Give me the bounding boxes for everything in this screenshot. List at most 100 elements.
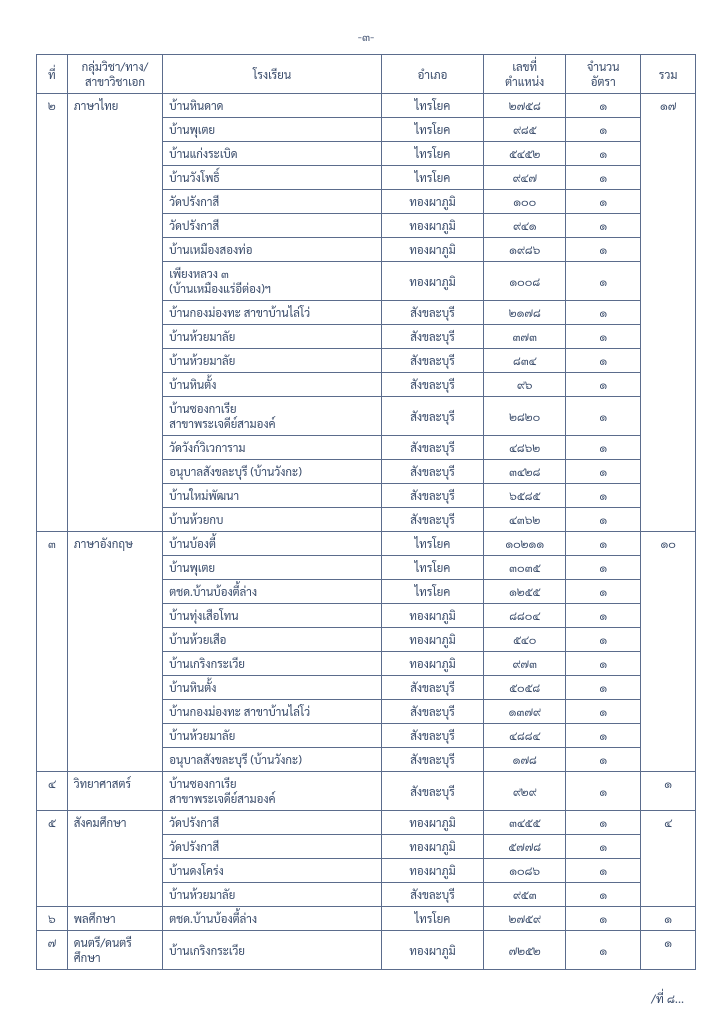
cell-district: ทองผาภูมิ xyxy=(381,238,483,262)
data-table: ที่ กลุ่มวิชา/ทาง/ สาขาวิชาเอก โรงเรียน … xyxy=(36,54,696,970)
cell-position-no: ๘๘๐๔ xyxy=(484,604,566,628)
cell-position-no: ๔๓๖๒ xyxy=(484,508,566,532)
cell-index: ๕ xyxy=(37,811,68,907)
page-number: -๓- xyxy=(36,28,696,44)
cell-district: ไทรโยค xyxy=(381,907,483,931)
cell-district: สังขละบุรี xyxy=(381,436,483,460)
cell-district: ไทรโยค xyxy=(381,532,483,556)
cell-position-no: ๔๘๖๒ xyxy=(484,436,566,460)
cell-position-no: ๔๘๘๔ xyxy=(484,724,566,748)
cell-district: สังขละบุรี xyxy=(381,484,483,508)
cell-school: บ้านกองม่องทะ สาขาบ้านไล่โว่ xyxy=(163,301,382,325)
cell-qty: ๑ xyxy=(566,484,641,508)
cell-qty: ๑ xyxy=(566,436,641,460)
cell-subject: ภาษาไทย xyxy=(67,94,163,532)
cell-position-no: ๖๕๘๕ xyxy=(484,484,566,508)
cell-position-no: ๑๒๕๕ xyxy=(484,580,566,604)
cell-qty: ๑ xyxy=(566,262,641,301)
cell-subject: ดนตรี/ดนตรีศึกษา xyxy=(67,931,163,970)
cell-qty: ๑ xyxy=(566,700,641,724)
cell-district: สังขละบุรี xyxy=(381,883,483,907)
cell-district: สังขละบุรี xyxy=(381,748,483,772)
cell-school: บ้านห้วยมาลัย xyxy=(163,724,382,748)
cell-position-no: ๙๒๙ xyxy=(484,772,566,811)
cell-position-no: ๑๐๐๘ xyxy=(484,262,566,301)
cell-school: อนุบาลสังขละบุรี (บ้านวังกะ) xyxy=(163,748,382,772)
cell-school: บ้านวังโพธิ์ xyxy=(163,166,382,190)
cell-qty: ๑ xyxy=(566,397,641,436)
cell-qty: ๑ xyxy=(566,556,641,580)
cell-district: ไทรโยค xyxy=(381,94,483,118)
cell-school: บ้านเกริงกระเวีย xyxy=(163,931,382,970)
cell-position-no: ๑๐๐ xyxy=(484,190,566,214)
cell-district: สังขละบุรี xyxy=(381,373,483,397)
cell-index: ๔ xyxy=(37,772,68,811)
cell-school: บ้านใหม่พัฒนา xyxy=(163,484,382,508)
cell-position-no: ๒๘๒๐ xyxy=(484,397,566,436)
cell-position-no: ๒๗๕๘ xyxy=(484,94,566,118)
cell-school: บ้านห้วยเสือ xyxy=(163,628,382,652)
cell-school: อนุบาลสังขละบุรี (บ้านวังกะ) xyxy=(163,460,382,484)
cell-school: บ้านห้วยกบ xyxy=(163,508,382,532)
cell-position-no: ๓๐๓๕ xyxy=(484,556,566,580)
cell-district: ไทรโยค xyxy=(381,118,483,142)
th-district: อำเภอ xyxy=(381,55,483,94)
cell-district: ไทรโยค xyxy=(381,166,483,190)
cell-school: เพียงหลวง ๓ (บ้านเหมืองแร่อีต่อง)ฯ xyxy=(163,262,382,301)
table-row: ๗ดนตรี/ดนตรีศึกษาบ้านเกริงกระเวียทองผาภู… xyxy=(37,931,696,970)
cell-position-no: ๓๔๕๕ xyxy=(484,811,566,835)
cell-qty: ๑ xyxy=(566,214,641,238)
cell-position-no: ๕๗๗๘ xyxy=(484,835,566,859)
th-index: ที่ xyxy=(37,55,68,94)
table-row: ๒ภาษาไทยบ้านหินดาดไทรโยค๒๗๕๘๑๑๗ xyxy=(37,94,696,118)
cell-school: ตชด.บ้านบ้องตี้ล่าง xyxy=(163,580,382,604)
cell-school: บ้านห้วยมาลัย xyxy=(163,883,382,907)
cell-position-no: ๘๓๔ xyxy=(484,349,566,373)
cell-position-no: ๙๖ xyxy=(484,373,566,397)
cell-position-no: ๕๔๐ xyxy=(484,628,566,652)
cell-district: สังขละบุรี xyxy=(381,508,483,532)
cell-district: ไทรโยค xyxy=(381,556,483,580)
cell-district: ทองผาภูมิ xyxy=(381,931,483,970)
cell-school: วัดปรังกาสี xyxy=(163,835,382,859)
cell-school: วัดวังก์วิเวการาม xyxy=(163,436,382,460)
cell-qty: ๑ xyxy=(566,931,641,970)
cell-district: สังขละบุรี xyxy=(381,397,483,436)
cell-district: ทองผาภูมิ xyxy=(381,811,483,835)
cell-index: ๗ xyxy=(37,931,68,970)
cell-school: บ้านพุเตย xyxy=(163,556,382,580)
cell-school: บ้านดงโคร่ง xyxy=(163,859,382,883)
cell-district: ทองผาภูมิ xyxy=(381,628,483,652)
cell-qty: ๑ xyxy=(566,373,641,397)
cell-total: ๑ xyxy=(641,907,696,931)
cell-school: บ้านหินตั้ง xyxy=(163,676,382,700)
th-posno: เลขที่ ตำแหน่ง xyxy=(484,55,566,94)
table-body: ๒ภาษาไทยบ้านหินดาดไทรโยค๒๗๕๘๑๑๗บ้านพุเตย… xyxy=(37,94,696,970)
cell-subject: พลศึกษา xyxy=(67,907,163,931)
cell-qty: ๑ xyxy=(566,859,641,883)
cell-qty: ๑ xyxy=(566,325,641,349)
cell-total: ๑ xyxy=(641,931,696,970)
table-header: ที่ กลุ่มวิชา/ทาง/ สาขาวิชาเอก โรงเรียน … xyxy=(37,55,696,94)
cell-district: ไทรโยค xyxy=(381,580,483,604)
cell-total: ๑ xyxy=(641,772,696,811)
cell-district: สังขละบุรี xyxy=(381,349,483,373)
cell-school: บ้านหินตั้ง xyxy=(163,373,382,397)
cell-subject: สังคมศึกษา xyxy=(67,811,163,907)
cell-school: วัดปรังกาสี xyxy=(163,190,382,214)
cell-total: ๑๗ xyxy=(641,94,696,532)
th-qty: จำนวน อัตรา xyxy=(566,55,641,94)
document-page: { "page_label": "-๓-", "footer": "/ที่ ๘… xyxy=(0,0,724,1024)
cell-position-no: ๑๙๘๖ xyxy=(484,238,566,262)
cell-school: บ้านซองกาเรีย สาขาพระเจดีย์สามองค์ xyxy=(163,397,382,436)
cell-qty: ๑ xyxy=(566,652,641,676)
th-total: รวม xyxy=(641,55,696,94)
cell-position-no: ๑๐๘๖ xyxy=(484,859,566,883)
cell-position-no: ๑๗๘ xyxy=(484,748,566,772)
cell-district: ทองผาภูมิ xyxy=(381,859,483,883)
cell-district: ทองผาภูมิ xyxy=(381,604,483,628)
cell-qty: ๑ xyxy=(566,460,641,484)
cell-qty: ๑ xyxy=(566,628,641,652)
cell-qty: ๑ xyxy=(566,580,641,604)
cell-qty: ๑ xyxy=(566,748,641,772)
